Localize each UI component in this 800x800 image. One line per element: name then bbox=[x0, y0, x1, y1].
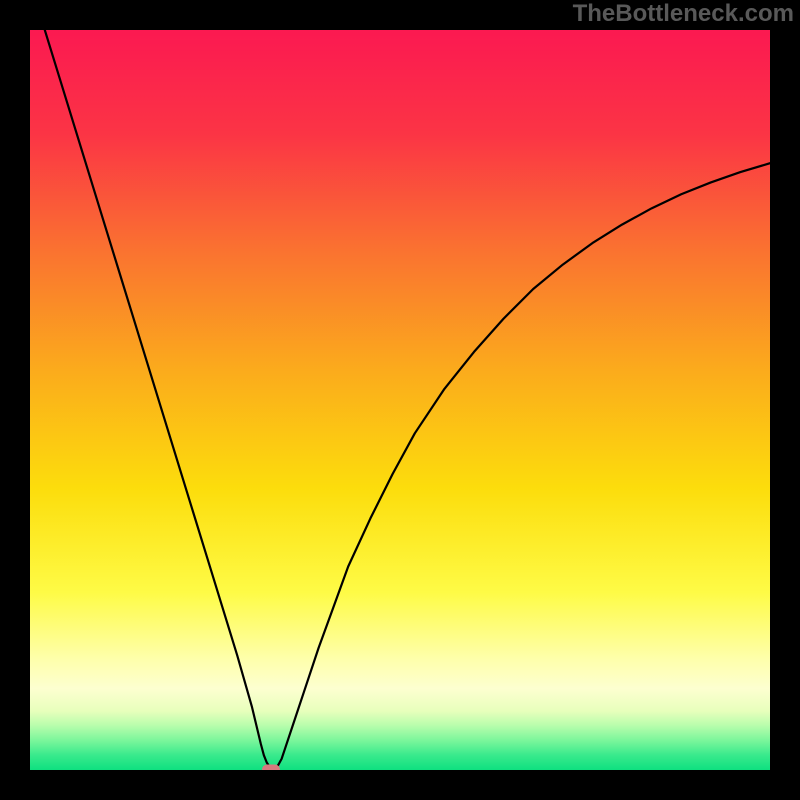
chart-stage: TheBottleneck.com bbox=[0, 0, 800, 800]
plot-area bbox=[30, 30, 770, 770]
bottleneck-curve bbox=[45, 30, 770, 769]
curve-svg bbox=[30, 30, 770, 770]
